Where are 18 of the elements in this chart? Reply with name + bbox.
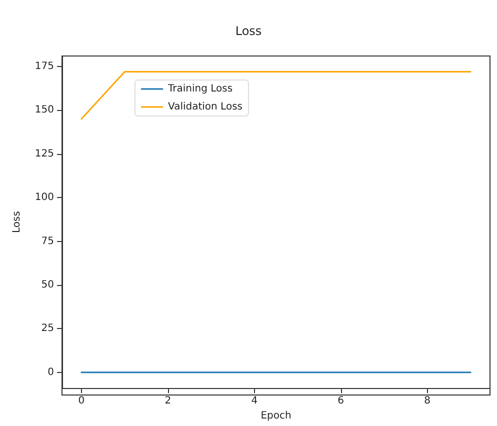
x-tick-label: 6 [338,396,344,407]
y-tick-label: 150 [34,104,54,116]
y-tick-label: 125 [34,148,54,160]
y-tick-label: 0 [48,366,54,378]
x-tick-label: 8 [424,396,430,407]
legend-label: Training Loss [167,84,233,94]
chart-title: Loss [235,24,262,38]
y-axis-title: Loss [12,211,22,234]
y-tick-label: 175 [34,60,54,72]
y-tick-label: 100 [34,192,54,204]
x-tick-label: 0 [78,396,85,407]
legend-label: Validation Loss [168,102,242,112]
x-axis-title: Epoch [260,410,292,422]
y-tick-label: 25 [41,323,54,334]
x-tick-label: 4 [251,396,258,407]
x-tick-label: 2 [164,396,172,407]
y-tick-label: 75 [41,236,54,247]
y-tick-label: 50 [41,279,54,290]
